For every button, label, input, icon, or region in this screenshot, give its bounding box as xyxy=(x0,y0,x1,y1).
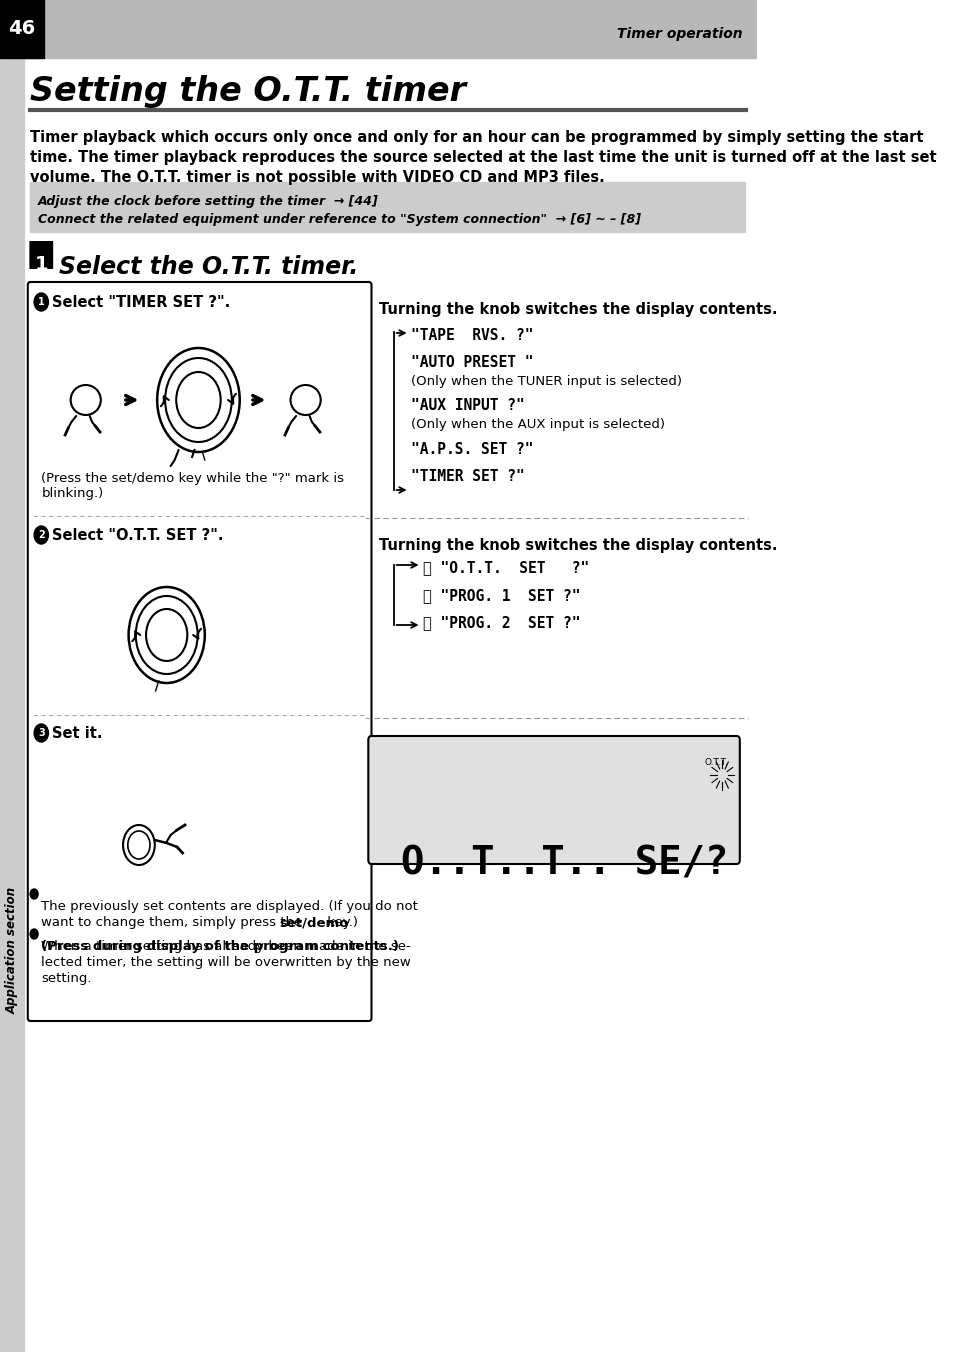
Text: 1: 1 xyxy=(38,297,45,307)
Text: ② "PROG. 1  SET ?": ② "PROG. 1 SET ?" xyxy=(422,588,580,603)
Text: ③ "PROG. 2  SET ?": ③ "PROG. 2 SET ?" xyxy=(422,615,580,630)
Text: time. The timer playback reproduces the source selected at the last time the uni: time. The timer playback reproduces the … xyxy=(30,150,936,165)
Circle shape xyxy=(34,725,49,742)
Text: (Only when the AUX input is selected): (Only when the AUX input is selected) xyxy=(411,418,664,431)
FancyBboxPatch shape xyxy=(30,241,53,269)
FancyBboxPatch shape xyxy=(368,735,739,864)
Text: Adjust the clock before setting the timer  → [44]: Adjust the clock before setting the time… xyxy=(38,195,378,208)
Text: setting.: setting. xyxy=(41,972,91,986)
Text: (Press the set/demo key while the "?" mark is: (Press the set/demo key while the "?" ma… xyxy=(41,472,344,485)
Text: "TIMER SET ?": "TIMER SET ?" xyxy=(411,469,524,484)
Text: Turning the knob switches the display contents.: Turning the knob switches the display co… xyxy=(379,301,777,316)
Text: volume. The O.T.T. timer is not possible with VIDEO CD and MP3 files.: volume. The O.T.T. timer is not possible… xyxy=(30,170,604,185)
Text: want to change them, simply press the: want to change them, simply press the xyxy=(41,917,307,929)
Circle shape xyxy=(146,608,187,661)
Text: 2: 2 xyxy=(38,530,45,539)
Circle shape xyxy=(30,890,38,899)
Bar xyxy=(0,0,44,58)
Circle shape xyxy=(176,372,220,429)
Text: Select the O.T.T. timer.: Select the O.T.T. timer. xyxy=(59,256,357,279)
Text: Select "TIMER SET ?".: Select "TIMER SET ?". xyxy=(51,295,230,310)
Text: lected timer, the setting will be overwritten by the new: lected timer, the setting will be overwr… xyxy=(41,956,411,969)
Bar xyxy=(0,0,24,1352)
Text: Application section: Application section xyxy=(6,887,18,1014)
FancyBboxPatch shape xyxy=(28,283,371,1021)
Text: Timer operation: Timer operation xyxy=(616,27,741,41)
Text: Set it.: Set it. xyxy=(51,726,102,741)
Text: When a timer setting has already been made in the se-: When a timer setting has already been ma… xyxy=(41,940,411,953)
Text: 3: 3 xyxy=(38,727,45,738)
Text: blinking.): blinking.) xyxy=(41,487,104,500)
Text: Setting the O.T.T. timer: Setting the O.T.T. timer xyxy=(30,74,466,108)
Text: Connect the related equipment under reference to "System connection"  → [6] ∼ – : Connect the related equipment under refe… xyxy=(38,214,640,226)
Circle shape xyxy=(34,293,49,311)
Circle shape xyxy=(30,929,38,940)
Text: Select "O.T.T. SET ?".: Select "O.T.T. SET ?". xyxy=(51,529,223,544)
Text: 46: 46 xyxy=(8,19,35,38)
Circle shape xyxy=(34,526,49,544)
Text: Turning the knob switches the display contents.: Turning the knob switches the display co… xyxy=(379,538,777,553)
Text: "TAPE  RVS. ?": "TAPE RVS. ?" xyxy=(411,329,533,343)
Text: 1: 1 xyxy=(34,256,48,274)
Text: set/demo: set/demo xyxy=(279,917,349,929)
Text: ① "O.T.T.  SET   ?": ① "O.T.T. SET ?" xyxy=(422,560,589,575)
Text: (Press during display of the program contents.): (Press during display of the program con… xyxy=(41,940,399,953)
Text: Timer playback which occurs only once and only for an hour can be programmed by : Timer playback which occurs only once an… xyxy=(30,130,923,145)
Text: "A.P.S. SET ?": "A.P.S. SET ?" xyxy=(411,442,533,457)
Bar xyxy=(30,183,743,233)
Text: key.): key.) xyxy=(323,917,357,929)
Text: O..T..T.. SE/?: O..T..T.. SE/? xyxy=(400,845,727,883)
Text: "AUTO PRESET ": "AUTO PRESET " xyxy=(411,356,533,370)
Bar xyxy=(0,0,757,58)
Text: "AUX INPUT ?": "AUX INPUT ?" xyxy=(411,397,524,412)
Text: (Only when the TUNER input is selected): (Only when the TUNER input is selected) xyxy=(411,375,681,388)
Text: The previously set contents are displayed. (If you do not: The previously set contents are displaye… xyxy=(41,900,417,913)
Text: O.T.T.: O.T.T. xyxy=(704,758,728,767)
